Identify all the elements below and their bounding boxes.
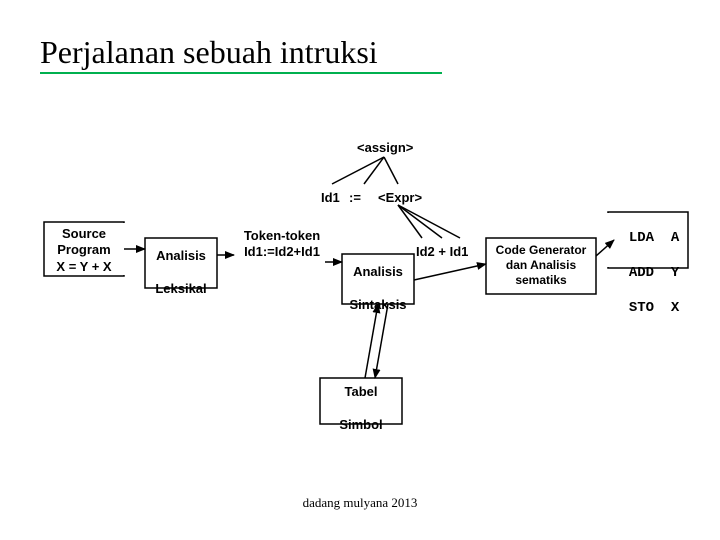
output-line3: STO X [629, 300, 679, 316]
source-line1: Source [62, 226, 106, 241]
source-box: Source Program X = Y + X [44, 226, 124, 275]
tree-id1-label: Id1 [321, 190, 340, 206]
tokens-line1: Token-token [244, 228, 320, 243]
source-line3: X = Y + X [56, 259, 111, 274]
stage2-box: Analisis Sintaksis [342, 264, 414, 313]
stage1-line1: Analisis [156, 248, 206, 263]
output-line1: LDA A [629, 230, 679, 246]
symtab-line1: Tabel [345, 384, 378, 399]
tree-leaf-label: Id2 + Id1 [416, 244, 468, 260]
codegen-line1: Code Generator [496, 243, 587, 257]
stage1-box: Analisis Leksikal [145, 248, 217, 297]
codegen-line2: dan Analisis [506, 258, 576, 272]
tokens-line2: Id1:=Id2+Id1 [244, 244, 320, 259]
tree-assign-label: <assign> [357, 140, 413, 156]
symtab-box: Tabel Simbol [320, 384, 402, 433]
output-line2: ADD Y [629, 265, 679, 281]
tree-assign-op: := [349, 190, 361, 206]
stage2-line2: Sintaksis [349, 297, 406, 312]
stage1-line2: Leksikal [155, 281, 206, 296]
stage2-line1: Analisis [353, 264, 403, 279]
tree-expr-label: <Expr> [378, 190, 422, 206]
footer-text: dadang mulyana 2013 [0, 495, 720, 511]
codegen-line3: sematiks [515, 273, 566, 287]
tokens-text: Token-token Id1:=Id2+Id1 [234, 228, 330, 261]
source-line2: Program [57, 242, 110, 257]
symtab-line2: Simbol [339, 417, 382, 432]
codegen-box: Code Generator dan Analisis sematiks [486, 243, 596, 288]
output-code: LDA A ADD Y STO X [612, 212, 679, 317]
